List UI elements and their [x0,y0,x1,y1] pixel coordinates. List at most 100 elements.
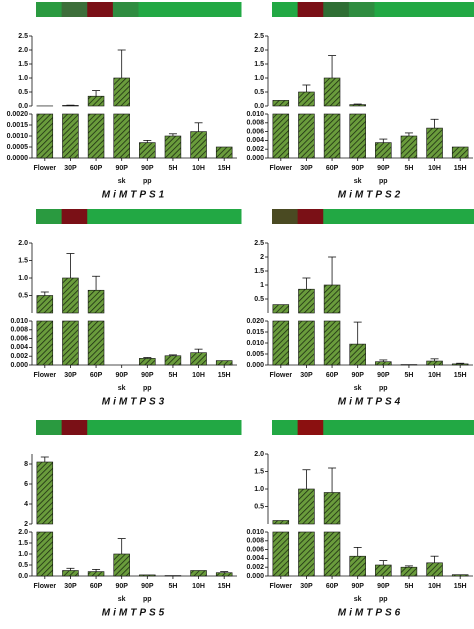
bar [273,305,289,313]
x-tick-label: 90P [377,165,390,172]
x-tick-label: 5H [168,165,177,172]
y-tick-label: 0.004 [246,137,264,144]
heat-cell [323,209,349,224]
heat-cell [62,2,88,17]
bar [298,289,314,313]
x-tick-label: 90P [351,165,364,172]
x-tick-label: 90P [115,372,128,379]
y-tick-label: 0.010 [246,340,264,347]
bar [350,344,366,365]
y-tick-label: 0.5 [18,89,28,96]
x-sublabel: sk [118,178,126,185]
heat-cell [36,2,62,17]
bar [114,114,130,158]
y-tick-label: 0.006 [10,335,28,342]
bar [427,128,443,158]
x-tick-label: 30P [64,583,77,590]
x-tick-label: 90P [141,583,154,590]
y-tick-label: 0.0000 [7,155,29,162]
x-tick-label: 10H [428,372,441,379]
x-tick-label: 15H [218,165,231,172]
y-tick-label: 0.010 [10,318,28,325]
y-tick-label: 1.5 [18,61,28,68]
y-tick-label: 0.008 [246,538,264,545]
y-tick-label: 0.006 [246,128,264,135]
heat-cell [426,420,452,435]
bar [114,554,130,576]
y-tick-label: 2.0 [18,529,28,536]
x-tick-label: 90P [377,372,390,379]
heat-cell [87,209,113,224]
x-tick-label: 90P [377,583,390,590]
y-tick-label: 2.0 [254,451,264,458]
y-tick-label: 2 [260,254,264,261]
chart-title: MiMTPS2 [338,190,403,201]
x-sublabel: sk [354,178,362,185]
y-tick-label: 1.5 [18,257,28,264]
x-tick-label: Flower [34,583,57,590]
bar [324,532,340,576]
bar [427,563,443,576]
bar [37,296,53,314]
x-tick-label: 5H [168,583,177,590]
y-tick-label: 0.002 [246,564,264,571]
y-tick-label: 0.5 [254,503,264,510]
bar [191,571,207,577]
bar [452,147,468,158]
x-sublabel: sk [354,385,362,392]
bar [324,114,340,158]
y-tick-label: 0.020 [246,318,264,325]
y-tick-label: 0.002 [10,353,28,360]
bar [37,321,53,365]
y-tick-label: 2.5 [254,240,264,247]
x-tick-label: 30P [300,583,313,590]
y-tick-label: 1.5 [254,61,264,68]
x-sublabel: pp [143,596,152,603]
x-sublabel: sk [118,596,126,603]
bar [88,290,104,313]
x-tick-label: 30P [64,165,77,172]
heat-cell [375,209,401,224]
heat-cell [215,209,241,224]
x-tick-label: 5H [404,583,413,590]
heat-cell [375,420,401,435]
heat-cell [400,209,426,224]
y-tick-label: 2.0 [254,47,264,54]
y-tick-label: 2.0 [18,240,28,247]
y-tick-label: 2.5 [254,33,264,40]
x-tick-label: 90P [115,583,128,590]
heat-cell [426,209,452,224]
chart-title: MiMTPS1 [102,190,167,201]
heat-cell [164,2,190,17]
x-tick-label: Flower [34,165,57,172]
y-tick-label: 0.5 [254,296,264,303]
y-tick-label: 0.000 [10,362,28,369]
y-tick-label: 0.000 [246,362,264,369]
bar [427,361,443,365]
y-tick-label: 0.010 [246,529,264,536]
heat-cell [298,420,324,435]
x-tick-label: 10H [192,372,205,379]
x-tick-label: 15H [218,583,231,590]
bar [452,575,468,576]
heat-cell [164,420,190,435]
y-tick-label: 0.5 [254,89,264,96]
bar [375,362,391,365]
heat-cell [298,209,324,224]
x-tick-label: Flower [270,372,293,379]
x-tick-label: Flower [34,372,57,379]
y-tick-label: 2 [24,521,28,528]
bar [165,136,181,158]
bar [350,105,366,106]
heat-cell [190,209,216,224]
y-tick-label: 1.5 [18,540,28,547]
bar [298,114,314,158]
x-tick-label: 15H [454,372,467,379]
bar [273,321,289,365]
bar [139,143,155,158]
heat-cell [375,2,401,17]
x-sublabel: pp [143,385,152,392]
x-tick-label: 15H [218,372,231,379]
heat-cell [451,420,474,435]
